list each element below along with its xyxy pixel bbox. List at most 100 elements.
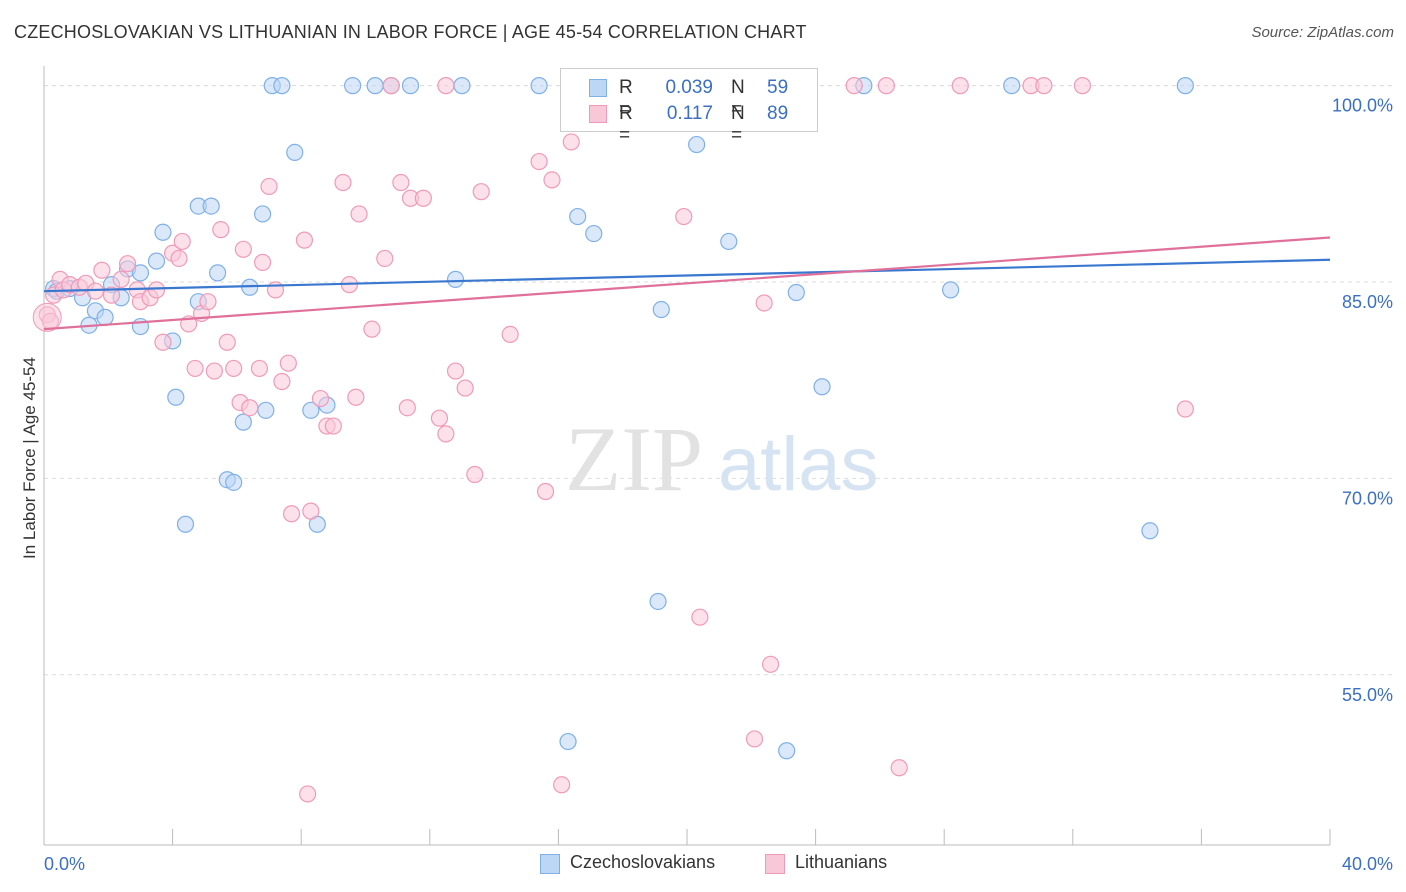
lithuanian-point [536, 482, 555, 501]
lithuanian-point [260, 177, 278, 196]
czechoslovakian-point [302, 401, 320, 419]
czechoslovakian-point [176, 515, 195, 533]
czechoslovakian-point [225, 473, 243, 491]
watermark: ZIP atlas [565, 408, 879, 510]
lithuanian-point [414, 189, 432, 207]
lithuanian-point [363, 320, 381, 338]
lithuanian-point [553, 776, 571, 794]
czechoslovakian-point [942, 281, 960, 299]
tick-labels: 55.0% 70.0% 85.0% 100.0% 0.0% 40.0% [44, 96, 1393, 874]
stats-legend: R = 0.039 N = 59 R = 0.117 N = 89 [560, 68, 818, 146]
czechoslovakian-point [530, 77, 548, 95]
lithuanian-point [282, 505, 301, 523]
series-name: Lithuanians [795, 852, 888, 872]
lithuanian-point [170, 249, 188, 268]
lithuanian-point [299, 785, 317, 803]
lithuanian-point [154, 333, 172, 351]
lithuanian-point [761, 655, 780, 673]
czechoslovakian-point [254, 205, 272, 223]
czechoslovakian-point [813, 378, 831, 396]
lithuanian-point [118, 255, 137, 273]
czechoslovakian-point [257, 401, 275, 419]
lithuanian-point [334, 173, 352, 192]
czechoslovakian-point [344, 77, 362, 95]
legend-swatch-pink [765, 854, 785, 874]
lithuanian-point [295, 231, 314, 249]
lithuanian-point [86, 282, 105, 300]
watermark-atlas: atlas [718, 422, 879, 507]
legend-swatch-blue [540, 854, 560, 874]
lithuanian-point [212, 221, 230, 239]
lithuanian-point [430, 409, 449, 427]
czechoslovakian-point [585, 224, 603, 243]
lithuanian-point [472, 183, 490, 201]
lithuanian-point [302, 502, 320, 520]
czechoslovakian-point [96, 308, 114, 326]
lithuanian-point [1035, 77, 1053, 95]
lithuanian-point [173, 232, 191, 251]
czechoslovakian-point [446, 270, 465, 289]
legend-swatch-pink [589, 105, 607, 123]
lithuanian-point [311, 389, 330, 408]
lithuanian-point [543, 171, 561, 189]
y-tick-label: 100.0% [1332, 96, 1393, 116]
lithuanian-point [456, 379, 474, 397]
lithuanian-point [877, 77, 895, 95]
czechoslovakian-point [202, 197, 220, 215]
n-value: 59 [767, 77, 789, 98]
axes [43, 66, 1331, 846]
lithuanian-point [186, 359, 204, 378]
lithuanian-point [392, 173, 410, 192]
n-key: N = [731, 103, 745, 146]
lithuanian-point [350, 205, 368, 223]
lithuanian-point [205, 362, 223, 380]
lithuanian-point [691, 608, 709, 626]
czechoslovakian-point [652, 300, 670, 319]
czechoslovakian-point [569, 207, 587, 226]
czechoslovakian-point [787, 283, 805, 302]
series-name: Czechoslovakians [570, 852, 716, 872]
lithuanian-point [250, 359, 269, 378]
lithuanian-point [675, 207, 693, 226]
r-value: 0.039 [665, 77, 713, 98]
lithuanian-trend-line [43, 236, 1331, 331]
n-key: N = [731, 77, 745, 120]
czechoslovakian-point [778, 742, 796, 760]
x-tick-label: 40.0% [1342, 854, 1393, 874]
trend-lines [43, 236, 1331, 331]
lithuanian-point [562, 133, 580, 151]
lithuanian-point [32, 302, 62, 332]
lithuanian-point [437, 77, 455, 95]
lithuanian-point [347, 388, 365, 406]
lithuanian-point [890, 759, 908, 777]
lithuanian-point [501, 325, 519, 343]
lithuanian-point [845, 77, 863, 95]
lithuanian-point [382, 77, 400, 95]
lithuanian-point [324, 417, 342, 435]
czechoslovakian-point [366, 77, 384, 95]
lithuanian-point [273, 372, 291, 391]
lithuanian-point [199, 293, 217, 311]
lithuanian-point [241, 399, 259, 417]
gridlines [44, 85, 1392, 676]
czechoslovakian-point [1176, 77, 1194, 95]
czechoslovakian-trend-line [43, 258, 1331, 293]
czechoslovakian-point [720, 232, 738, 251]
czechoslovakian-point [453, 77, 471, 95]
lithuanian-point [279, 354, 297, 372]
lithuanian-point [446, 362, 465, 380]
n-value: 89 [767, 103, 789, 124]
czechoslovakian-point [1003, 77, 1021, 95]
y-tick-label: 70.0% [1342, 488, 1393, 508]
watermark-zip: ZIP [565, 408, 703, 510]
lithuanian-point [1176, 400, 1194, 418]
czechoslovakian-point [131, 264, 150, 282]
x-tick-label: 0.0% [44, 854, 85, 874]
lithuanian-point [93, 261, 111, 279]
lithuanian-point [745, 730, 764, 748]
chart-title: CZECHOSLOVAKIAN VS LITHUANIAN IN LABOR F… [14, 22, 807, 42]
lithuanian-point [530, 152, 548, 171]
lithuanian-point [218, 333, 236, 351]
y-tick-label: 85.0% [1342, 292, 1393, 312]
